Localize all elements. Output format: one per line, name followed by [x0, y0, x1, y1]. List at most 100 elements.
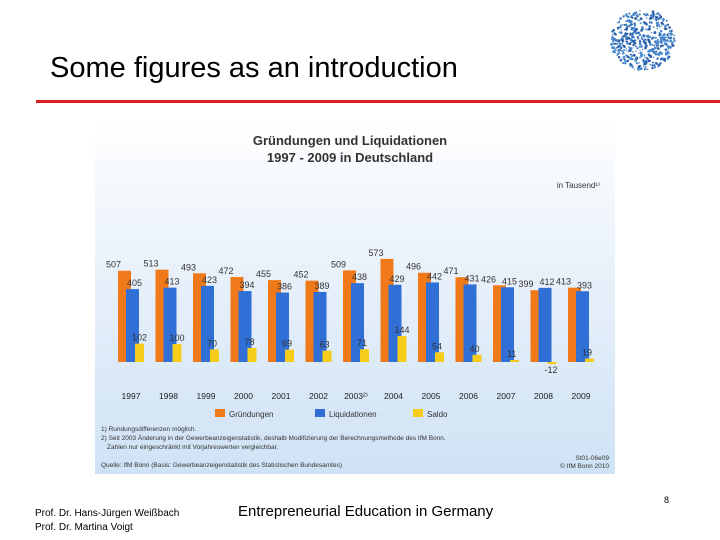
bar-liquidationen-8 — [426, 282, 439, 362]
x-tick-label-9: 2006 — [459, 391, 478, 401]
data-label-saldo-7: 144 — [395, 325, 410, 335]
data-label-saldo-8: 54 — [432, 341, 442, 351]
data-label-saldo-1: 100 — [170, 333, 185, 343]
footnote-2: 2) Seit 2003 Änderung in der Gewerbeanze… — [101, 434, 446, 442]
data-label-saldo-3: 78 — [245, 337, 255, 347]
data-label-liquidationen-3: 394 — [240, 280, 255, 290]
data-label-gründungen-6: 509 — [331, 259, 346, 269]
data-label-saldo-11: -12 — [545, 365, 558, 375]
bar-liquidationen-2 — [201, 285, 214, 362]
data-label-liquidationen-10: 415 — [502, 276, 517, 286]
x-tick-label-3: 2000 — [234, 391, 253, 401]
x-tick-label-5: 2002 — [309, 391, 328, 401]
data-label-liquidationen-7: 429 — [390, 274, 405, 284]
data-label-liquidationen-4: 386 — [277, 282, 292, 292]
data-label-gründungen-5: 452 — [294, 270, 309, 280]
footer-authors: Prof. Dr. Hans-Jürgen Weißbach Prof. Dr.… — [35, 507, 179, 535]
data-label-gründungen-4: 455 — [256, 269, 271, 279]
data-label-liquidationen-11: 412 — [540, 277, 555, 287]
data-label-saldo-5: 63 — [320, 340, 330, 350]
bar-liquidationen-11 — [538, 287, 552, 362]
data-label-saldo-4: 69 — [282, 339, 292, 349]
bar-saldo-5 — [322, 350, 332, 362]
footnote-3: Zahlen nur eingeschränkt mit Vorjahreswe… — [107, 444, 278, 451]
legend-swatch-liquidationen — [315, 409, 325, 417]
x-tick-label-8: 2005 — [422, 391, 441, 401]
data-label-gründungen-10: 426 — [481, 274, 496, 284]
bar-liquidationen-5 — [313, 291, 327, 362]
unit-label: in Tausend¹⁾ — [557, 181, 600, 190]
x-tick-label-0: 1997 — [122, 391, 141, 401]
title-divider — [36, 100, 720, 103]
data-label-liquidationen-12: 393 — [577, 280, 592, 290]
data-label-liquidationen-0: 405 — [127, 278, 142, 288]
data-label-liquidationen-2: 423 — [202, 275, 217, 285]
footer-author-1: Prof. Dr. Hans-Jürgen Weißbach — [35, 508, 180, 519]
data-label-saldo-9: 40 — [470, 344, 480, 354]
legend-swatch-saldo — [413, 409, 423, 417]
bar-liquidationen-9 — [463, 284, 477, 362]
bar-liquidationen-12 — [576, 291, 589, 362]
bar-saldo-1 — [172, 344, 182, 362]
data-label-gründungen-8: 496 — [406, 262, 421, 272]
chart-panel: Gründungen und Liquidationen 1997 - 2009… — [95, 117, 615, 474]
chart-code: St01-06e09 — [575, 455, 609, 462]
data-label-liquidationen-9: 431 — [465, 273, 480, 283]
x-tick-label-11: 2008 — [534, 391, 553, 401]
bar-chart: Gründungen und Liquidationen 1997 - 2009… — [101, 133, 609, 470]
chart-copyright: © IfM Bonn 2010 — [560, 462, 609, 470]
x-tick-label-7: 2004 — [384, 391, 403, 401]
data-label-saldo-10: 11 — [507, 349, 516, 359]
legend-swatch-gründungen — [215, 409, 225, 417]
data-label-saldo-6: 71 — [357, 338, 367, 348]
x-tick-label-4: 2001 — [272, 391, 291, 401]
x-tick-label-12: 2009 — [572, 391, 591, 401]
chart-source: Quelle: IfM Bonn (Basis: Gewerbeanzeigen… — [101, 462, 342, 469]
slide-title: Some figures as an introduction — [50, 52, 458, 84]
data-label-saldo-2: 70 — [207, 338, 217, 348]
data-label-gründungen-1: 513 — [144, 259, 159, 269]
bar-saldo-0 — [135, 343, 144, 362]
data-label-saldo-0: 102 — [132, 333, 147, 343]
page-number: 8 — [664, 495, 670, 505]
bar-saldo-9 — [472, 354, 482, 362]
data-label-liquidationen-8: 442 — [427, 271, 442, 281]
bar-liquidationen-6 — [351, 283, 364, 362]
legend-label-gründungen: Gründungen — [229, 410, 273, 419]
data-label-liquidationen-6: 438 — [352, 272, 367, 282]
data-label-gründungen-12: 413 — [556, 277, 571, 287]
bar-saldo-12 — [585, 358, 594, 362]
bar-saldo-10 — [510, 360, 519, 362]
bar-saldo-6 — [360, 349, 369, 362]
bar-liquidationen-4 — [276, 292, 289, 362]
x-tick-label-2: 1999 — [197, 391, 216, 401]
x-tick-label-1: 1998 — [159, 391, 178, 401]
data-label-gründungen-9: 471 — [444, 266, 459, 276]
x-tick-label-10: 2007 — [497, 391, 516, 401]
data-label-gründungen-7: 573 — [369, 248, 384, 258]
data-label-gründungen-3: 472 — [219, 266, 234, 276]
bar-saldo-3 — [247, 347, 257, 362]
data-label-gründungen-11: 399 — [519, 279, 534, 289]
x-tick-label-6: 2003²⁾ — [344, 391, 368, 401]
footer-author-2: Prof. Dr. Martina Voigt — [35, 522, 133, 533]
bar-liquidationen-1 — [163, 287, 177, 362]
bar-saldo-8 — [435, 352, 444, 362]
bar-saldo-7 — [397, 336, 407, 362]
data-label-gründungen-2: 493 — [181, 262, 196, 272]
data-label-gründungen-0: 507 — [106, 260, 121, 270]
data-label-saldo-12: 19 — [582, 348, 592, 358]
legend-label-liquidationen: Liquidationen — [329, 410, 377, 419]
bar-liquidationen-3 — [238, 291, 252, 362]
bar-liquidationen-10 — [501, 287, 514, 362]
bar-saldo-11 — [547, 362, 557, 365]
bar-saldo-2 — [210, 349, 219, 362]
footer-title: Entrepreneurial Education in Germany — [238, 503, 494, 520]
dotted-globe-logo — [604, 4, 682, 76]
footnote-1: 1) Rundungsdifferenzen möglich. — [101, 426, 196, 433]
chart-title: Gründungen und Liquidationen — [253, 133, 447, 148]
chart-subtitle: 1997 - 2009 in Deutschland — [267, 150, 433, 165]
bar-saldo-4 — [285, 349, 294, 362]
legend-label-saldo: Saldo — [427, 410, 448, 419]
data-label-liquidationen-5: 389 — [315, 281, 330, 291]
